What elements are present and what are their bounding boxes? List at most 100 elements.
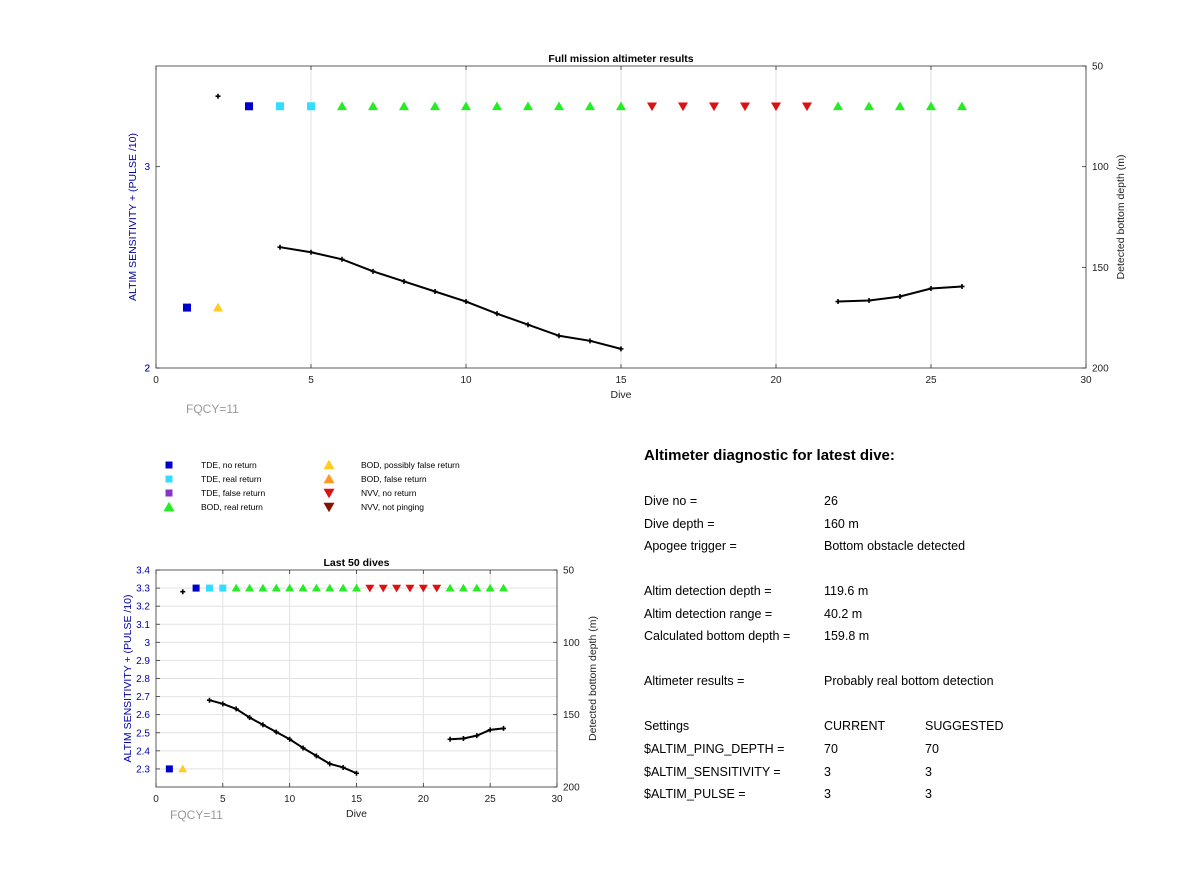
altim-marker bbox=[616, 101, 626, 111]
depth-point bbox=[273, 729, 279, 735]
depth-point bbox=[327, 761, 333, 767]
y2-axis-label: Detected bottom depth (m) bbox=[1115, 155, 1127, 280]
y2-axis-label: Detected bottom depth (m) bbox=[587, 616, 599, 741]
altim-marker bbox=[445, 583, 455, 592]
y-tick-label: 3 bbox=[144, 162, 150, 173]
y-tick-label: 2.5 bbox=[136, 728, 150, 739]
chart-title: Last 50 dives bbox=[324, 557, 390, 569]
depth-point bbox=[308, 249, 314, 255]
depth-point bbox=[959, 283, 965, 289]
depth-point bbox=[556, 333, 562, 339]
altim-marker bbox=[205, 584, 213, 592]
x-axis-label: Dive bbox=[610, 389, 631, 401]
altim-marker bbox=[499, 583, 509, 592]
y-tick-label: 2.7 bbox=[136, 692, 150, 703]
depth-point bbox=[474, 733, 480, 739]
chart-title: Full mission altimeter results bbox=[548, 53, 693, 65]
x-tick-label: 30 bbox=[551, 794, 563, 805]
depth-point bbox=[587, 338, 593, 344]
altim-marker bbox=[165, 765, 173, 773]
fqcy-annotation: FQCY=11 bbox=[170, 808, 223, 822]
fqcy-annotation: FQCY=11 bbox=[186, 402, 239, 416]
altim-marker bbox=[285, 583, 295, 592]
y-tick-label: 2.8 bbox=[136, 674, 150, 685]
altim-marker bbox=[864, 101, 874, 111]
altim-marker bbox=[352, 583, 361, 592]
y-tick-label: 2.4 bbox=[136, 746, 150, 757]
y2-tick-label: 100 bbox=[1092, 162, 1109, 173]
altim-marker bbox=[895, 101, 905, 111]
altim-marker bbox=[399, 101, 409, 111]
altim-marker bbox=[192, 584, 200, 592]
altim-marker bbox=[585, 101, 595, 111]
altim-marker bbox=[271, 583, 281, 592]
x-tick-label: 15 bbox=[351, 794, 363, 805]
altim-marker bbox=[276, 102, 284, 111]
x-tick-label: 20 bbox=[770, 375, 782, 386]
depth-point bbox=[287, 736, 293, 742]
legend-marker bbox=[323, 502, 335, 513]
y2-tick-label: 150 bbox=[563, 710, 580, 721]
depth-point bbox=[460, 736, 466, 742]
altim-marker bbox=[678, 102, 688, 112]
x-tick-label: 25 bbox=[485, 794, 497, 805]
x-tick-label: 10 bbox=[460, 375, 472, 386]
depth-point bbox=[340, 764, 346, 770]
depth-point bbox=[339, 256, 345, 262]
depth-point bbox=[354, 770, 359, 776]
altim-marker bbox=[298, 583, 308, 592]
altim-marker bbox=[418, 584, 428, 593]
depth-point bbox=[501, 725, 507, 731]
altim-marker bbox=[213, 302, 223, 312]
x-tick-label: 10 bbox=[284, 794, 296, 805]
altim-marker bbox=[338, 583, 348, 592]
altim-marker bbox=[485, 583, 495, 592]
legend-marker bbox=[163, 501, 175, 512]
depth-point bbox=[370, 268, 376, 274]
altim-marker bbox=[183, 303, 191, 312]
depth-point bbox=[432, 288, 438, 294]
legend-marker bbox=[165, 461, 173, 469]
depth-point bbox=[494, 311, 500, 317]
altim-marker bbox=[365, 584, 375, 593]
x-tick-label: 30 bbox=[1080, 375, 1092, 386]
legend-marker bbox=[323, 459, 335, 470]
altim-marker bbox=[325, 583, 335, 592]
legend-marker bbox=[323, 473, 335, 484]
altim-marker bbox=[802, 102, 812, 112]
y-tick-label: 2 bbox=[144, 364, 150, 375]
depth-line bbox=[279, 246, 622, 350]
depth-point bbox=[233, 706, 239, 712]
depth-point bbox=[300, 745, 306, 751]
altim-marker bbox=[231, 583, 241, 592]
y-axis-label: ALTIM SENSITIVITY + (PULSE /10) bbox=[122, 595, 134, 763]
altim-marker bbox=[178, 764, 188, 773]
depth-point bbox=[866, 298, 872, 304]
altim-marker bbox=[740, 102, 750, 112]
altim-marker bbox=[368, 101, 378, 111]
depth-point bbox=[180, 589, 186, 595]
altim-marker bbox=[771, 102, 781, 112]
altim-marker bbox=[458, 583, 468, 592]
altim-marker bbox=[245, 102, 253, 111]
y2-tick-label: 50 bbox=[563, 566, 575, 577]
altim-marker bbox=[307, 102, 315, 111]
y-tick-label: 3.1 bbox=[136, 620, 150, 631]
depth-point bbox=[220, 701, 226, 707]
altim-marker bbox=[472, 583, 482, 592]
x-tick-label: 0 bbox=[153, 375, 159, 386]
depth-point bbox=[463, 299, 469, 305]
depth-point bbox=[206, 697, 212, 703]
altim-marker bbox=[405, 584, 415, 593]
y-tick-label: 3 bbox=[144, 638, 150, 649]
depth-point bbox=[525, 322, 531, 328]
altim-marker bbox=[957, 101, 967, 111]
altim-marker bbox=[833, 101, 843, 111]
depth-point bbox=[277, 244, 283, 250]
depth-point bbox=[835, 299, 841, 305]
altim-marker bbox=[311, 583, 321, 592]
y2-tick-label: 200 bbox=[563, 783, 580, 794]
altim-marker bbox=[647, 102, 657, 112]
altim-marker bbox=[258, 583, 268, 592]
